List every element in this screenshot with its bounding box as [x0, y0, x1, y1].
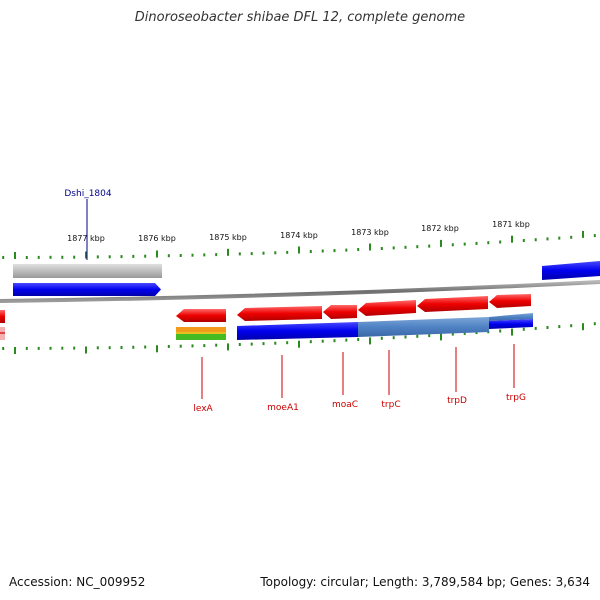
gene-feature-trpg-small[interactable]	[489, 319, 533, 329]
scale-labels: 1877 kbp 1876 kbp 1875 kbp 1874 kbp 1873…	[67, 220, 530, 243]
operon-band-end[interactable]	[489, 313, 533, 321]
gene-feature-moea1[interactable]	[237, 306, 322, 321]
accession-text: Accession: NC_009952	[9, 575, 146, 589]
gene-feature-grey[interactable]	[13, 264, 162, 278]
scale-label: 1872 kbp	[421, 224, 459, 233]
scale-ticks-top	[2, 230, 596, 259]
scale-label: 1875 kbp	[209, 233, 247, 242]
gene-feature-edge-line	[0, 332, 5, 334]
gene-feature-green[interactable]	[176, 334, 226, 340]
gene-feature-dshi-1804[interactable]	[13, 283, 161, 296]
gene-feature-trpd[interactable]	[417, 296, 488, 312]
genome-stats-text: Topology: circular; Length: 3,789,584 bp…	[260, 575, 590, 589]
operon-band-blue[interactable]	[237, 322, 358, 340]
forward-strand-features	[13, 261, 600, 296]
gene-feature-orange[interactable]	[176, 327, 226, 332]
gene-feature-trpg[interactable]	[489, 294, 531, 308]
scale-label: 1874 kbp	[280, 231, 318, 240]
page-title: Dinoroseobacter shibae DFL 12, complete …	[134, 10, 466, 25]
scale-label: 1877 kbp	[67, 234, 105, 243]
gene-label-trpd[interactable]: trpD	[447, 396, 467, 406]
gene-label-moac[interactable]: moaC	[332, 400, 358, 410]
gene-feature-yellow[interactable]	[176, 332, 226, 334]
scale-label: 1876 kbp	[138, 234, 176, 243]
gene-feature-moac[interactable]	[323, 305, 357, 319]
gene-label-dshi-1804[interactable]: Dshi_1804	[64, 189, 112, 199]
gene-feature-blue-right[interactable]	[542, 261, 600, 280]
genome-backbone	[0, 280, 600, 303]
gene-feature-trpc[interactable]	[358, 300, 416, 316]
operon-band[interactable]	[358, 317, 489, 337]
edge-fragments	[0, 310, 5, 340]
gene-label-lexa[interactable]: lexA	[193, 404, 213, 414]
reverse-strand-features	[176, 294, 533, 340]
scale-label: 1873 kbp	[351, 228, 389, 237]
gene-feature-red-edge[interactable]	[0, 310, 5, 323]
label-leaders	[86, 199, 515, 399]
scale-label: 1871 kbp	[492, 220, 530, 229]
gene-label-trpc[interactable]: trpC	[381, 400, 400, 410]
gene-label-trpg[interactable]: trpG	[506, 393, 526, 403]
gene-feature-lexa[interactable]	[176, 309, 226, 322]
gene-label-moea1[interactable]: moeA1	[267, 403, 299, 413]
